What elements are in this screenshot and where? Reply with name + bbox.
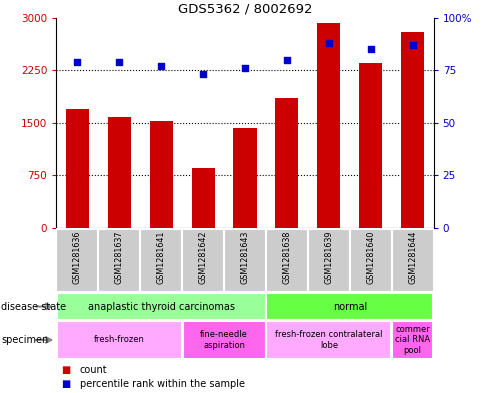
Bar [275,98,298,228]
Text: GSM1281644: GSM1281644 [408,231,417,284]
Bar [192,168,215,228]
Bar [149,121,172,228]
Text: GSM1281643: GSM1281643 [241,231,249,284]
Text: GSM1281638: GSM1281638 [282,231,292,284]
FancyBboxPatch shape [266,229,308,292]
Point [283,57,291,63]
FancyBboxPatch shape [140,229,182,292]
Point [74,59,81,65]
FancyBboxPatch shape [392,321,433,359]
Point [157,63,165,69]
Point [241,65,249,71]
FancyBboxPatch shape [182,229,224,292]
Bar [359,63,382,228]
Point [409,42,416,48]
Text: disease state: disease state [1,301,66,312]
Bar [233,129,257,228]
FancyBboxPatch shape [98,229,140,292]
Text: GSM1281637: GSM1281637 [115,231,124,284]
Text: ■: ■ [61,379,71,389]
FancyBboxPatch shape [308,229,350,292]
Bar [66,109,89,228]
FancyBboxPatch shape [350,229,392,292]
Bar [318,22,341,228]
FancyBboxPatch shape [267,293,433,320]
FancyBboxPatch shape [183,321,266,359]
Text: ■: ■ [61,365,71,375]
Text: specimen: specimen [1,335,48,345]
Title: GDS5362 / 8002692: GDS5362 / 8002692 [178,2,312,15]
Text: normal: normal [333,301,367,312]
Point [325,40,333,46]
FancyBboxPatch shape [57,293,266,320]
Text: percentile rank within the sample: percentile rank within the sample [80,379,245,389]
FancyBboxPatch shape [56,229,98,292]
Text: count: count [80,365,107,375]
Text: fine-needle
aspiration: fine-needle aspiration [200,330,248,350]
Text: anaplastic thyroid carcinomas: anaplastic thyroid carcinomas [88,301,235,312]
Bar [401,32,424,228]
Text: fresh-frozen contralateral
lobe: fresh-frozen contralateral lobe [275,330,383,350]
Text: GSM1281636: GSM1281636 [73,231,82,284]
Text: GSM1281641: GSM1281641 [157,231,166,284]
Text: GSM1281640: GSM1281640 [366,231,375,284]
Point [367,46,375,52]
FancyBboxPatch shape [57,321,182,359]
FancyBboxPatch shape [392,229,434,292]
Text: fresh-frozen: fresh-frozen [94,336,145,344]
Point [115,59,123,65]
Text: GSM1281642: GSM1281642 [198,231,208,284]
Text: GSM1281639: GSM1281639 [324,231,333,284]
Bar [108,117,131,228]
FancyBboxPatch shape [224,229,266,292]
FancyBboxPatch shape [267,321,392,359]
Text: commer
cial RNA
pool: commer cial RNA pool [395,325,430,355]
Point [199,71,207,77]
